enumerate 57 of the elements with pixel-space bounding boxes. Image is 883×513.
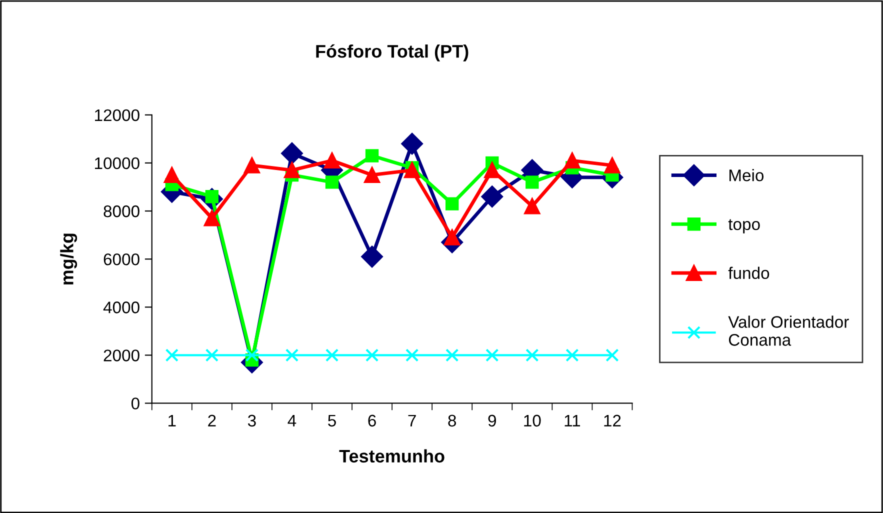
y-tick-label: 4000 [103, 302, 140, 314]
point [481, 186, 503, 208]
point [604, 157, 620, 174]
point [285, 348, 299, 362]
y-axis-title: mg/kg [60, 234, 78, 284]
point [445, 197, 459, 210]
point [204, 210, 220, 226]
x-tick-label: 10 [524, 414, 541, 427]
point [244, 157, 260, 174]
x-tick-label: 12 [604, 414, 621, 426]
point [365, 348, 379, 362]
point [365, 149, 379, 162]
point [401, 132, 423, 155]
y-tick-label: 10000 [95, 157, 140, 170]
x-tick-label: 5 [328, 414, 336, 427]
legend-label: topo [728, 219, 760, 234]
x-tick-label: 11 [564, 414, 580, 426]
point [484, 162, 500, 178]
point [405, 348, 419, 362]
legend-label: fundo [728, 266, 770, 279]
point [564, 152, 580, 169]
point [281, 142, 303, 164]
point [165, 348, 178, 362]
point [486, 348, 499, 362]
chart-title: Fósforo Total (PT) [316, 44, 468, 62]
x-axis-title: Testemunho [339, 449, 444, 463]
point [445, 348, 459, 362]
point [526, 176, 539, 189]
point [164, 166, 180, 183]
y-tick-label: 6000 [104, 253, 140, 266]
legend-label: Meio [729, 169, 764, 182]
x-tick-label: 2 [208, 414, 216, 426]
point [606, 348, 619, 362]
x-tick-label: 9 [488, 414, 496, 427]
point [324, 152, 340, 169]
point [245, 348, 259, 362]
point [361, 246, 383, 268]
y-tick-label: 12000 [95, 109, 140, 122]
point [566, 348, 579, 362]
x-tick-label: 1 [168, 414, 176, 426]
point [325, 348, 339, 362]
x-tick-label: 8 [448, 414, 456, 427]
point [524, 198, 540, 214]
point [205, 348, 219, 362]
x-tick-label: 4 [288, 414, 296, 426]
x-tick-label: 7 [408, 414, 416, 426]
x-tick-label: 6 [368, 414, 376, 427]
x-tick-label: 3 [248, 414, 256, 427]
y-tick-label: 0 [131, 398, 140, 410]
point [526, 348, 539, 362]
point [284, 162, 300, 178]
y-tick-label: 8000 [104, 205, 140, 218]
point [364, 166, 380, 183]
point [325, 176, 339, 189]
legend-label: Valor Orientador Conama [728, 316, 849, 346]
y-tick-label: 2000 [104, 350, 140, 362]
point [404, 162, 420, 178]
